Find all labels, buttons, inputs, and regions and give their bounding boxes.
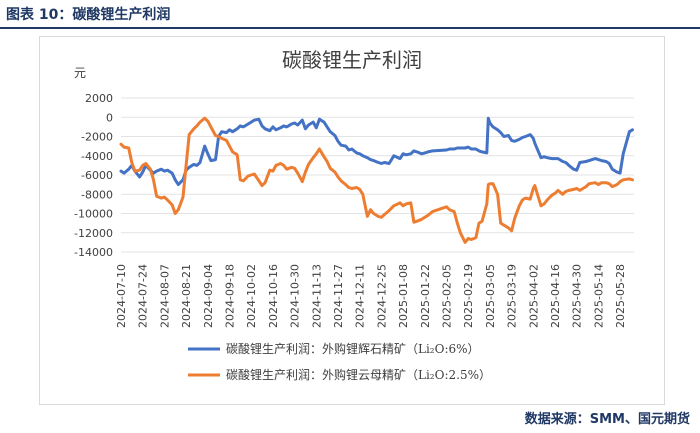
x-tick-label: 2024-09-18 bbox=[223, 264, 236, 328]
figure-title: 图表 10：碳酸锂生产利润 bbox=[6, 7, 171, 23]
y-tick-label: -6000 bbox=[81, 169, 113, 182]
x-tick-label: 2024-08-07 bbox=[158, 264, 171, 328]
x-tick-label: 2024-12-25 bbox=[375, 264, 388, 328]
series-line-spodumene bbox=[119, 116, 634, 187]
x-tick-label: 2024-10-16 bbox=[267, 264, 280, 328]
legend: 碳酸锂生产利润：外购锂辉石精矿（Li₂O:6%） 碳酸锂生产利润：外购锂云母精矿（… bbox=[188, 341, 491, 382]
x-tick-label: 2025-02-19 bbox=[462, 264, 475, 328]
x-tick-label: 2025-03-19 bbox=[506, 264, 519, 328]
chart-title: 碳酸锂生产利润 bbox=[282, 48, 422, 72]
y-tick-label: -10000 bbox=[74, 208, 113, 221]
x-tick-label: 2024-07-24 bbox=[137, 264, 150, 328]
y-tick-label: -12000 bbox=[74, 227, 113, 240]
data-source-note: 数据来源：SMM、国元期货 bbox=[524, 412, 690, 427]
x-tick-label: 2024-07-10 bbox=[115, 264, 128, 328]
x-tick-label: 2025-01-08 bbox=[397, 264, 410, 328]
x-tick-label: 2025-05-28 bbox=[614, 264, 627, 328]
x-tick-label: 2024-09-04 bbox=[202, 264, 215, 328]
x-tick-label: 2025-03-05 bbox=[484, 264, 497, 328]
legend-label: 碳酸锂生产利润：外购锂辉石精矿（Li₂O:6%） bbox=[226, 341, 480, 356]
y-tick-label: 2000 bbox=[85, 92, 113, 105]
series-line-lepidolite bbox=[119, 116, 634, 244]
x-tick-label: 2024-08-21 bbox=[180, 264, 193, 328]
x-tick-label: 2025-05-14 bbox=[592, 264, 605, 328]
y-tick-label: -14000 bbox=[74, 246, 113, 259]
y-gridlines bbox=[121, 97, 634, 253]
y-axis-ticks: 2000 0 -2000 -4000 -6000 -8000 -10000 -12000 -14… bbox=[74, 92, 113, 259]
legend-label: 碳酸锂生产利润：外购锂云母精矿（Li₂O:2.5%） bbox=[226, 367, 491, 382]
chart-panel: 碳酸锂生产利润 元 2000 0 -2000 -4000 -6000 -8000 -1000… bbox=[39, 36, 665, 405]
y-tick-label: -8000 bbox=[81, 188, 113, 201]
x-tick-label: 2025-04-16 bbox=[549, 264, 562, 328]
x-tick-label: 2025-02-05 bbox=[440, 264, 453, 328]
x-tick-label: 2025-04-02 bbox=[527, 264, 540, 328]
x-tick-label: 2024-11-27 bbox=[332, 264, 345, 328]
y-axis-unit: 元 bbox=[74, 66, 86, 80]
x-tick-label: 2024-12-11 bbox=[354, 264, 367, 328]
y-tick-label: -4000 bbox=[81, 150, 113, 163]
x-tick-label: 2024-10-02 bbox=[245, 264, 258, 328]
title-rule bbox=[0, 27, 700, 29]
y-tick-label: -2000 bbox=[81, 131, 113, 144]
x-tick-label: 2024-10-30 bbox=[289, 264, 302, 328]
x-tick-label: 2025-04-30 bbox=[571, 264, 584, 328]
y-tick-label: 0 bbox=[106, 111, 113, 124]
series-lines bbox=[119, 116, 634, 244]
x-axis-ticks: 2024-07-10 2024-07-24 2024-08-07 2024-08-21… bbox=[115, 264, 627, 328]
x-tick-label: 2025-01-22 bbox=[419, 264, 432, 328]
x-tick-label: 2024-11-13 bbox=[310, 264, 323, 328]
line-chart: 碳酸锂生产利润 元 2000 0 -2000 -4000 -6000 -8000 -1000… bbox=[74, 48, 634, 382]
